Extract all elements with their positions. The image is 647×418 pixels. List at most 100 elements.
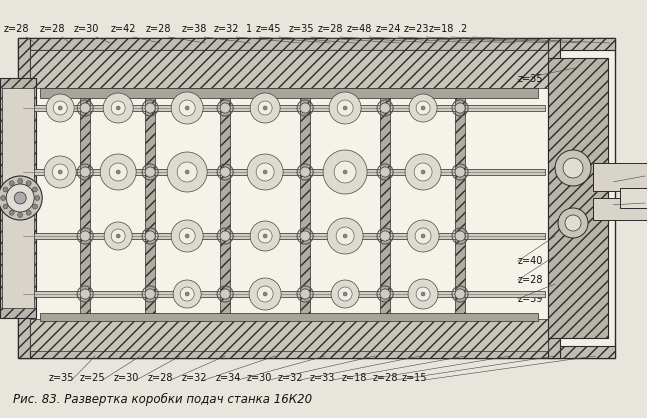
- Circle shape: [116, 106, 120, 110]
- Circle shape: [111, 101, 125, 115]
- Circle shape: [220, 103, 230, 113]
- Circle shape: [6, 184, 34, 212]
- Circle shape: [179, 100, 195, 116]
- Text: z=40: z=40: [518, 256, 543, 266]
- Bar: [23, 169, 545, 175]
- Bar: [23, 233, 545, 239]
- Bar: [80, 50, 90, 346]
- Circle shape: [258, 229, 272, 243]
- Circle shape: [0, 176, 42, 220]
- Circle shape: [263, 292, 267, 296]
- Circle shape: [327, 218, 363, 254]
- Circle shape: [27, 210, 31, 215]
- Text: z=30: z=30: [74, 24, 99, 34]
- Circle shape: [185, 234, 189, 238]
- Text: z=24: z=24: [375, 24, 401, 34]
- Circle shape: [80, 289, 90, 299]
- Bar: [18, 346, 615, 358]
- Circle shape: [103, 93, 133, 123]
- Circle shape: [258, 101, 272, 115]
- Text: z=35: z=35: [49, 373, 74, 383]
- Circle shape: [52, 164, 68, 180]
- Circle shape: [171, 92, 203, 124]
- Circle shape: [1, 196, 6, 201]
- Circle shape: [247, 154, 283, 190]
- Bar: [455, 50, 465, 346]
- Text: z=39: z=39: [518, 294, 543, 304]
- Circle shape: [380, 231, 390, 241]
- Text: z=28: z=28: [3, 308, 29, 319]
- Circle shape: [555, 150, 591, 186]
- Circle shape: [53, 101, 67, 115]
- Circle shape: [421, 292, 425, 296]
- Circle shape: [35, 196, 39, 201]
- Circle shape: [300, 231, 310, 241]
- Text: z=28: z=28: [518, 275, 543, 285]
- Text: z=28: z=28: [146, 24, 171, 34]
- Circle shape: [256, 163, 274, 181]
- Circle shape: [300, 103, 310, 113]
- Bar: [145, 50, 155, 346]
- Circle shape: [145, 231, 155, 241]
- Circle shape: [111, 229, 125, 243]
- Text: z=42: z=42: [111, 24, 136, 34]
- Circle shape: [3, 187, 8, 192]
- Circle shape: [380, 167, 390, 177]
- Circle shape: [455, 167, 465, 177]
- Circle shape: [263, 234, 267, 238]
- Circle shape: [300, 167, 310, 177]
- Circle shape: [336, 227, 354, 245]
- Circle shape: [331, 280, 359, 308]
- Circle shape: [421, 234, 425, 238]
- Bar: [0, 78, 36, 318]
- Circle shape: [145, 167, 155, 177]
- Circle shape: [300, 289, 310, 299]
- Circle shape: [250, 93, 280, 123]
- Bar: [30, 50, 548, 346]
- Circle shape: [257, 286, 273, 302]
- Circle shape: [3, 204, 8, 209]
- Text: 3: 3: [613, 177, 619, 187]
- Circle shape: [44, 156, 76, 188]
- Circle shape: [408, 279, 438, 309]
- Circle shape: [565, 215, 581, 231]
- Bar: [40, 313, 538, 321]
- Circle shape: [171, 220, 203, 252]
- Text: z=25: z=25: [80, 373, 105, 383]
- Circle shape: [220, 289, 230, 299]
- Text: z=15: z=15: [401, 373, 427, 383]
- Circle shape: [343, 170, 347, 174]
- Circle shape: [455, 103, 465, 113]
- Circle shape: [455, 289, 465, 299]
- Circle shape: [17, 212, 23, 217]
- Bar: [23, 105, 545, 111]
- Circle shape: [455, 289, 465, 299]
- Circle shape: [220, 289, 230, 299]
- Circle shape: [17, 178, 23, 184]
- Circle shape: [300, 167, 310, 177]
- Circle shape: [220, 231, 230, 241]
- Circle shape: [416, 101, 430, 115]
- Text: z=33: z=33: [310, 373, 335, 383]
- Circle shape: [329, 92, 361, 124]
- Text: z=28: z=28: [4, 24, 29, 34]
- Circle shape: [455, 103, 465, 113]
- Circle shape: [220, 167, 230, 177]
- Circle shape: [414, 163, 432, 181]
- Circle shape: [380, 289, 390, 299]
- Bar: [620, 188, 647, 208]
- Bar: [40, 88, 538, 98]
- Circle shape: [14, 192, 27, 204]
- Circle shape: [145, 103, 155, 113]
- Text: z=35: z=35: [518, 74, 543, 84]
- Circle shape: [145, 167, 155, 177]
- Circle shape: [109, 163, 127, 181]
- Bar: [220, 50, 230, 346]
- Circle shape: [337, 100, 353, 116]
- Text: z=28: z=28: [317, 24, 343, 34]
- Circle shape: [104, 222, 132, 250]
- Bar: [548, 38, 560, 358]
- Circle shape: [380, 289, 390, 299]
- Text: z=34: z=34: [215, 373, 241, 383]
- Circle shape: [80, 231, 90, 241]
